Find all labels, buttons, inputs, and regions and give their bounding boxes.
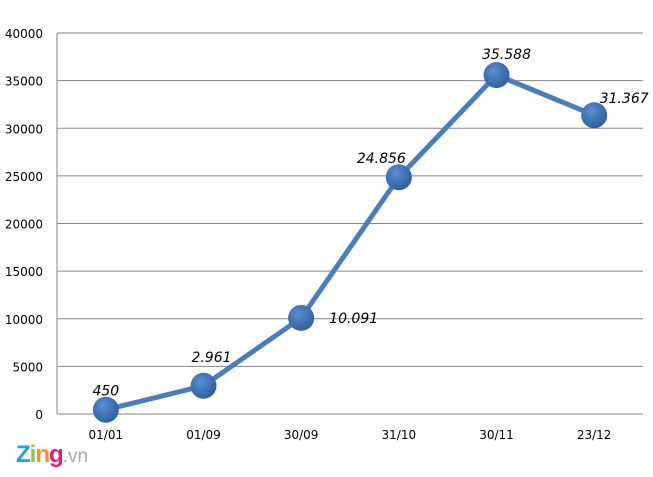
x-tick-label: 30/09 [284, 428, 319, 442]
y-tick-label: 35000 [5, 75, 43, 89]
data-label: 450 [92, 384, 119, 400]
y-tick-label: 30000 [5, 122, 43, 136]
data-label: 31.367 [600, 91, 649, 107]
y-tick-label: 15000 [5, 265, 43, 279]
x-tick-label: 01/01 [89, 428, 124, 442]
data-point [581, 102, 608, 129]
data-point [483, 62, 510, 89]
data-point [190, 372, 217, 399]
x-tick-label: 01/09 [186, 428, 221, 442]
data-point [385, 164, 412, 191]
data-label: 24.856 [357, 151, 406, 167]
x-tick-label: 30/11 [479, 428, 514, 442]
data-point [288, 304, 315, 331]
data-label: 2.961 [191, 350, 231, 366]
y-tick-label: 10000 [5, 313, 43, 327]
data-point [92, 396, 119, 423]
data-label: 35.588 [482, 47, 531, 63]
y-tick-label: 25000 [5, 170, 43, 184]
data-label: 10.091 [329, 311, 378, 327]
y-tick-label: 40000 [5, 27, 43, 41]
y-tick-label: 20000 [5, 218, 43, 232]
zing-logo: Zing.vn [16, 441, 89, 468]
x-tick-label: 31/10 [382, 428, 417, 442]
y-tick-label: 5000 [12, 360, 43, 374]
y-tick-label: 0 [35, 408, 43, 422]
series-line [105, 72, 596, 413]
x-tick-label: 23/12 [577, 428, 612, 442]
